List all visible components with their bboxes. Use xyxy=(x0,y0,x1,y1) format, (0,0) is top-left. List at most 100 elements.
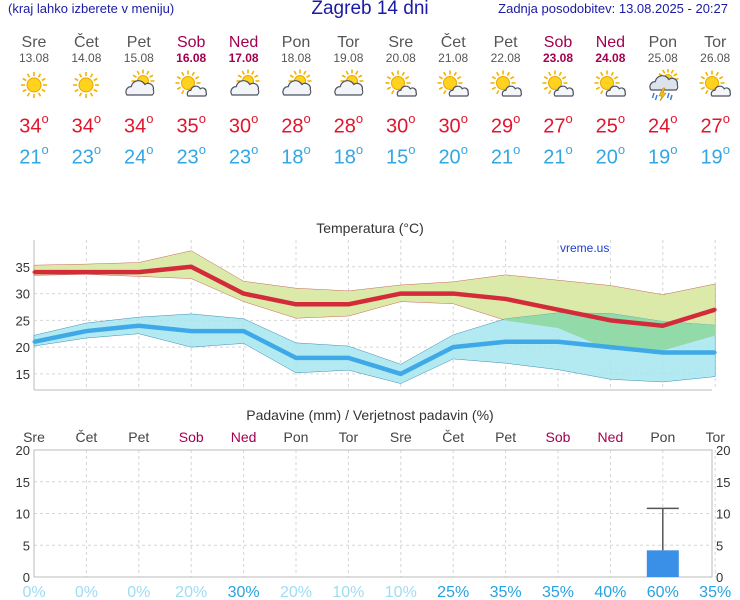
min-temperature-line-point xyxy=(242,329,246,333)
min-temperature: 21o xyxy=(8,139,60,171)
min-temperature-value: 20 xyxy=(438,146,461,169)
probability-label: 10% xyxy=(332,584,364,600)
max-temperature-line-point xyxy=(346,302,350,306)
max-temperature-value: 34 xyxy=(19,115,42,138)
day-date: 18.08 xyxy=(280,51,312,65)
day-name: Ned xyxy=(595,34,626,51)
cloud-sun-icon xyxy=(334,69,364,96)
x-tick-label: Pet xyxy=(128,429,149,445)
day-name: Čet xyxy=(440,34,466,51)
min-temperature: 15o xyxy=(375,139,427,171)
min-temperature-value: 19 xyxy=(648,146,671,169)
day-column: Pet 15.08 34o 24o xyxy=(113,34,165,170)
max-temperature: 34o xyxy=(8,109,60,139)
max-temperature-value: 30 xyxy=(228,115,252,138)
min-temperature: 24o xyxy=(113,139,165,171)
y-tick-label-left: 20 xyxy=(16,443,30,458)
min-temperature-line-point xyxy=(84,329,88,333)
day-column: Tor 19.08 28o 18o xyxy=(322,34,374,170)
day-column: Tor 26.08 27o 19o xyxy=(689,34,740,170)
sun-cloud-icon xyxy=(699,70,732,97)
y-tick-label-right: 0 xyxy=(716,570,723,585)
degree-symbol: o xyxy=(670,111,678,126)
day-name: Pon xyxy=(281,34,311,51)
y-tick-label: 30 xyxy=(16,287,30,302)
max-temperature-line-point xyxy=(84,270,88,274)
degree-symbol: o xyxy=(198,111,206,126)
max-temperature: 30o xyxy=(375,109,427,139)
y-tick-label: 15 xyxy=(16,367,30,382)
max-temperature-value: 27 xyxy=(543,115,566,138)
y-tick-label-left: 10 xyxy=(16,507,30,522)
degree-symbol: o xyxy=(722,141,730,157)
day-date: 19.08 xyxy=(333,51,364,65)
max-temperature-value: 30 xyxy=(386,115,409,138)
degree-symbol: o xyxy=(146,111,154,126)
day-name: Sre xyxy=(21,34,47,51)
day-column: Pon 18.08 28o 18o xyxy=(270,34,322,170)
max-temperature-line-point xyxy=(294,302,298,306)
cloud-sun-icon xyxy=(229,69,260,96)
day-date: 17.08 xyxy=(228,51,259,65)
min-temperature-line-point xyxy=(451,345,455,349)
y-tick-label-right: 5 xyxy=(716,538,723,553)
top-left-note[interactable]: (kraj lahko izberete v meniju) xyxy=(8,1,175,16)
degree-symbol: o xyxy=(565,111,573,126)
storm-rain-icon xyxy=(649,69,679,101)
day-column: Ned 24.08 25o 20o xyxy=(584,34,636,170)
max-temperature-value: 28 xyxy=(281,115,304,138)
probability-label: 40% xyxy=(594,584,626,600)
y-tick-label-left: 15 xyxy=(16,475,30,490)
degree-symbol: o xyxy=(513,111,521,126)
max-temperature-value: 35 xyxy=(176,115,199,138)
plot-frame xyxy=(33,449,713,578)
degree-symbol: o xyxy=(513,141,521,157)
y-tick-label-left: 0 xyxy=(23,570,30,585)
max-temperature-line-point xyxy=(556,308,560,312)
min-temperature: 23o xyxy=(165,139,217,171)
max-temperature-value: 30 xyxy=(438,115,461,138)
degree-symbol: o xyxy=(408,141,416,157)
probability-label: 10% xyxy=(385,584,417,600)
probability-label: 20% xyxy=(280,584,312,600)
max-temperature-line-point xyxy=(713,308,717,312)
day-name: Čet xyxy=(73,34,99,51)
min-temperature: 20o xyxy=(427,139,479,171)
degree-symbol: o xyxy=(251,141,259,157)
day-date: 15.08 xyxy=(123,51,154,65)
degree-symbol: o xyxy=(355,111,364,126)
temperature-chart: Temperatura (°C) 15 20 25 30 35 vreme.us xyxy=(16,220,717,391)
min-temperature-line-point xyxy=(189,329,193,333)
x-tick-label: Ned xyxy=(231,429,257,445)
precipitation-bar xyxy=(646,550,679,577)
min-temperature: 23o xyxy=(60,139,112,171)
day-date: 24.08 xyxy=(595,51,626,65)
y-tick-label-right: 15 xyxy=(716,475,730,490)
probability-label: 60% xyxy=(647,584,679,600)
max-temperature: 29o xyxy=(480,109,532,139)
max-temperature: 34o xyxy=(113,109,165,139)
y-tick-label: 20 xyxy=(16,340,30,355)
min-temperature: 20o xyxy=(584,139,636,171)
day-column: Sre 13.08 34o 21o xyxy=(8,34,60,170)
degree-symbol: o xyxy=(41,141,49,157)
degree-symbol: o xyxy=(670,141,678,157)
watermark: vreme.us xyxy=(560,241,609,255)
degree-symbol: o xyxy=(460,111,468,126)
sun-cloud-icon xyxy=(437,70,470,97)
x-tick-label: Ned xyxy=(598,429,624,445)
x-tick-label: Sre xyxy=(23,429,45,445)
day-name: Tor xyxy=(337,34,360,51)
min-temperature: 18o xyxy=(322,139,374,171)
degree-symbol: o xyxy=(617,141,626,157)
max-temperature-line-point xyxy=(32,270,36,274)
min-temperature-value: 24 xyxy=(124,146,147,169)
max-temperature-value: 27 xyxy=(700,115,723,138)
page-title: Zagreb 14 dni xyxy=(311,0,429,19)
day-name: Pet xyxy=(493,34,518,51)
y-tick-label: 25 xyxy=(16,313,30,328)
max-temperature-line-point xyxy=(399,292,403,296)
min-temperature-value: 21 xyxy=(19,146,42,169)
day-date: 25.08 xyxy=(647,51,678,65)
min-temperature-line-point xyxy=(713,351,717,354)
